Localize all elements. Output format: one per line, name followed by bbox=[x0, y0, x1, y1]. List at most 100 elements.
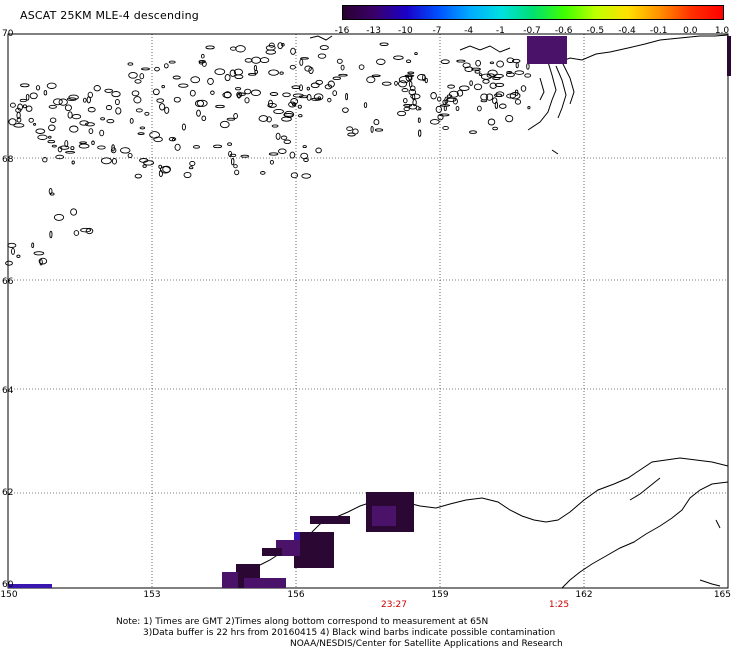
lake-outline bbox=[119, 147, 131, 154]
lake-outline bbox=[84, 122, 95, 127]
lake-outline bbox=[290, 98, 299, 105]
color-scale-label: -0.6 bbox=[554, 26, 573, 36]
lake-outline bbox=[418, 129, 422, 137]
lake-outline bbox=[404, 74, 415, 78]
lake-outline bbox=[51, 144, 57, 148]
lake-outline bbox=[526, 63, 530, 70]
lake-outline bbox=[223, 91, 232, 99]
lake-outline bbox=[282, 92, 291, 98]
lake-outline bbox=[487, 69, 498, 77]
lake-outline bbox=[70, 208, 78, 216]
longitude-label: 162 bbox=[575, 590, 593, 600]
lake-outline bbox=[174, 143, 181, 151]
lake-outline bbox=[444, 96, 449, 104]
lake-outline bbox=[509, 92, 521, 100]
lake-outline bbox=[520, 85, 527, 92]
lake-outline bbox=[163, 63, 169, 69]
lake-outline bbox=[168, 60, 176, 64]
lake-outline bbox=[16, 254, 21, 258]
swath-cell-g bbox=[262, 548, 282, 556]
lake-outline bbox=[128, 71, 138, 79]
lake-outline bbox=[99, 129, 105, 137]
lake-outline bbox=[80, 227, 92, 233]
lake-outline bbox=[315, 79, 323, 85]
lake-outline bbox=[178, 83, 189, 88]
swath-cell-b bbox=[372, 506, 396, 526]
lake-outline bbox=[319, 45, 329, 51]
lake-outline bbox=[139, 126, 146, 130]
lake-outline bbox=[228, 150, 233, 157]
lake-outline bbox=[93, 85, 101, 92]
lake-outline bbox=[48, 124, 56, 132]
lake-outline bbox=[477, 105, 482, 112]
lake-outline bbox=[298, 95, 309, 99]
lake-outline bbox=[506, 57, 515, 63]
lake-outline bbox=[327, 97, 332, 103]
lake-outline bbox=[417, 117, 421, 123]
lake-outline bbox=[485, 93, 494, 101]
lake-outline bbox=[250, 89, 261, 97]
lake-outline bbox=[244, 88, 252, 95]
lake-outline bbox=[268, 42, 275, 48]
lake-outline bbox=[20, 83, 30, 88]
swath-cell-c bbox=[310, 516, 350, 524]
lake-outline bbox=[403, 97, 408, 104]
lake-outline bbox=[213, 144, 223, 149]
lake-outline bbox=[104, 88, 114, 93]
lake-outline bbox=[127, 62, 134, 66]
lake-outline bbox=[133, 96, 142, 104]
lake-outline bbox=[429, 119, 440, 125]
lake-outline bbox=[193, 145, 200, 149]
lake-outline bbox=[55, 154, 65, 160]
lake-outline bbox=[127, 152, 133, 159]
lake-outline bbox=[469, 130, 477, 134]
lake-outline bbox=[406, 59, 412, 63]
color-scale-label: 0.0 bbox=[683, 26, 698, 36]
lake-outline bbox=[140, 67, 151, 71]
lake-outline bbox=[19, 98, 27, 103]
lake-outline bbox=[374, 128, 384, 132]
lake-outline bbox=[493, 73, 504, 78]
lake-outline bbox=[448, 90, 459, 98]
lake-outline bbox=[496, 60, 504, 68]
lake-outline bbox=[31, 242, 35, 249]
lake-outline bbox=[244, 58, 253, 63]
lake-outline bbox=[332, 90, 338, 96]
lake-outline bbox=[446, 94, 453, 98]
lake-outline bbox=[97, 145, 106, 150]
lake-outline bbox=[409, 85, 416, 92]
color-scale-label: -7 bbox=[432, 26, 442, 36]
lake-outline bbox=[135, 108, 143, 113]
lake-outline bbox=[68, 94, 79, 101]
lake-outline bbox=[200, 53, 205, 59]
latitude-label: 62 bbox=[2, 488, 14, 498]
lake-outline bbox=[459, 85, 470, 91]
lake-outline bbox=[13, 123, 25, 128]
lake-outline bbox=[417, 74, 426, 81]
lake-outline bbox=[28, 117, 34, 123]
lake-outline bbox=[300, 152, 309, 160]
lake-outline bbox=[64, 104, 72, 112]
lake-outline bbox=[358, 64, 365, 70]
latitude-label: 60 bbox=[2, 580, 14, 590]
lake-outline bbox=[381, 81, 392, 86]
lake-outline bbox=[393, 55, 404, 60]
lake-outline bbox=[201, 115, 207, 122]
lake-outline bbox=[254, 69, 259, 74]
lake-outline bbox=[189, 160, 196, 167]
lake-outline bbox=[134, 79, 142, 84]
lake-outline bbox=[173, 96, 181, 103]
lake-outline bbox=[131, 90, 140, 97]
lake-outline bbox=[48, 104, 57, 109]
color-scale-label: -0.5 bbox=[586, 26, 605, 36]
lake-outline bbox=[342, 107, 349, 113]
lake-outline bbox=[129, 118, 134, 124]
lake-outline bbox=[266, 116, 272, 123]
lake-outline bbox=[487, 118, 496, 126]
lake-outline bbox=[278, 148, 287, 154]
lake-outline bbox=[137, 132, 145, 135]
lake-outline bbox=[215, 104, 225, 109]
lake-outline bbox=[11, 247, 15, 255]
lake-outline bbox=[301, 173, 312, 179]
lake-outline bbox=[7, 242, 17, 248]
